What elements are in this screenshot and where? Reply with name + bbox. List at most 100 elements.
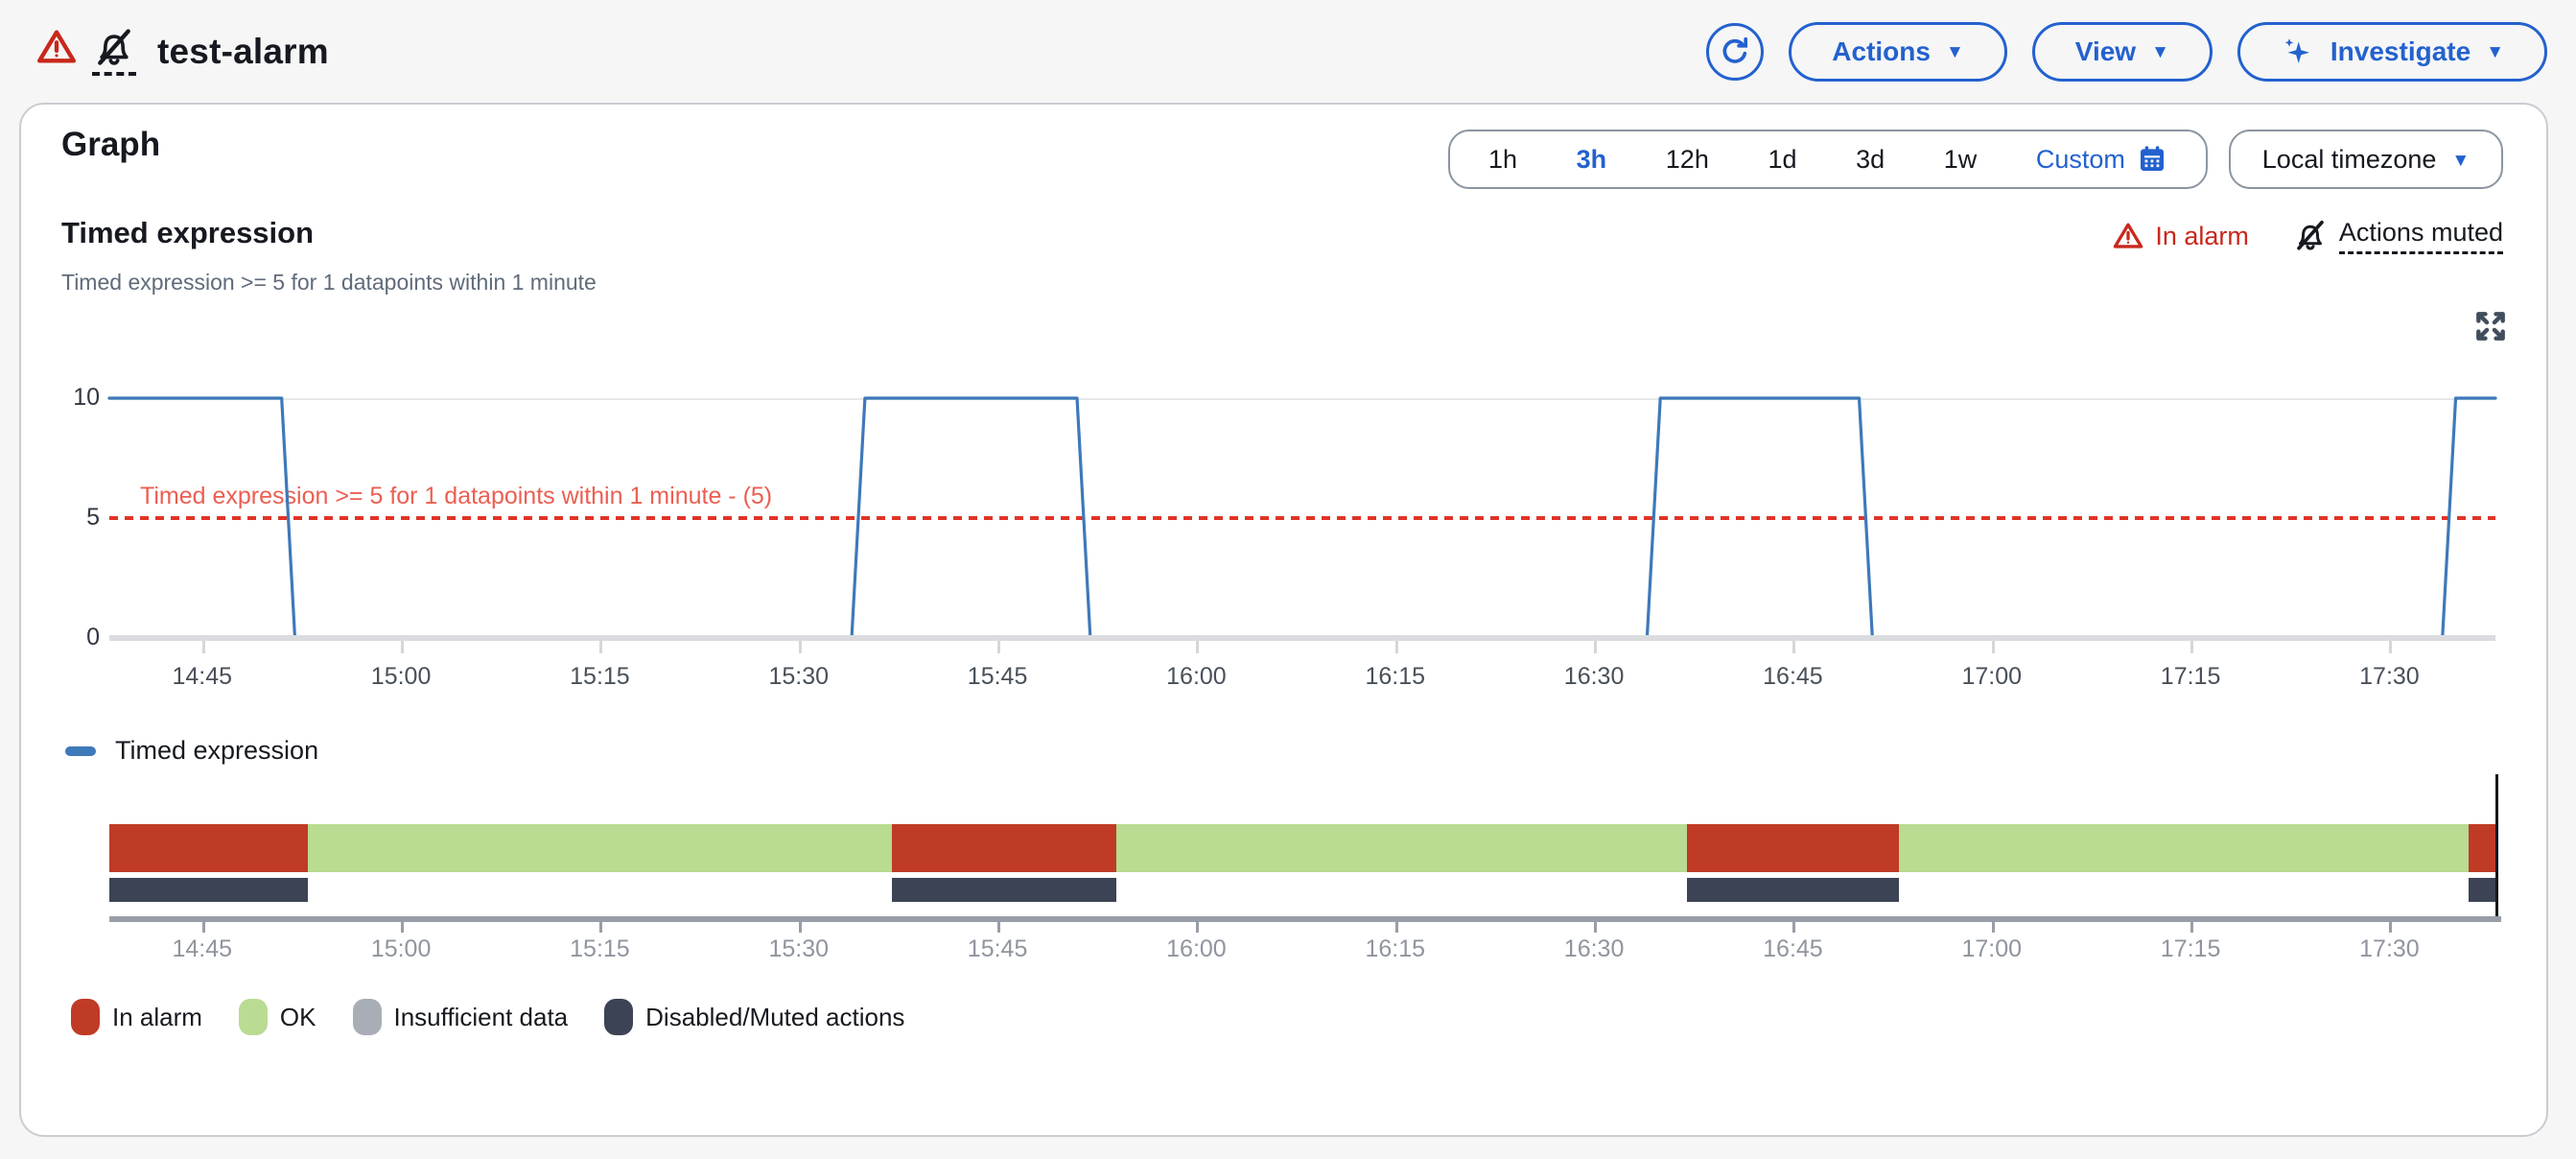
in-alarm-badge: In alarm: [2113, 221, 2249, 251]
strip-x-tick: [1792, 922, 1796, 933]
alarm-state-segment-ok[interactable]: [308, 824, 892, 872]
series-swatch: [65, 745, 96, 756]
time-range-12h[interactable]: 12h: [1665, 144, 1709, 174]
alarm-state-strip[interactable]: [109, 774, 2498, 920]
in-alarm-label: In alarm: [2155, 221, 2249, 250]
expand-button[interactable]: [2472, 308, 2509, 344]
alarm-title-icons: [36, 27, 136, 76]
view-button[interactable]: View ▼: [2031, 21, 2213, 82]
alarm-state-segment-in_alarm[interactable]: [2469, 824, 2495, 872]
actions-button-label: Actions: [1832, 35, 1931, 66]
metric-line: [109, 398, 2495, 638]
strip-x-ticks: [109, 922, 2495, 934]
x-tick: [401, 641, 405, 653]
strip-x-tick: [2190, 922, 2194, 933]
timezone-select[interactable]: Local timezone ▼: [2229, 130, 2503, 189]
x-tick: [1394, 641, 1398, 653]
alarm-state-segment-ok[interactable]: [1899, 824, 2470, 872]
strip-x-tick-label: 17:00: [1961, 935, 2023, 962]
state-legend-item-muted: Disabled/Muted actions: [604, 999, 904, 1035]
gridline-10: [109, 398, 2495, 400]
investigate-button-label: Investigate: [2330, 35, 2471, 66]
state-legend-item-insufficient: Insufficient data: [352, 999, 569, 1035]
metric-title: Timed expression: [61, 216, 315, 249]
x-tick: [997, 641, 1001, 653]
time-range-1d[interactable]: 1d: [1768, 144, 1797, 174]
view-button-label: View: [2074, 35, 2137, 66]
alarm-state-segment-in_alarm[interactable]: [891, 824, 1117, 872]
x-tick-label: 14:45: [172, 663, 233, 690]
time-range-1w[interactable]: 1w: [1943, 144, 1978, 174]
timezone-label: Local timezone: [2261, 144, 2437, 174]
header-actions: Actions ▼ View ▼ Investigate ▼: [1706, 21, 2547, 82]
x-tick: [1792, 641, 1796, 653]
x-tick-label: 17:00: [1961, 663, 2023, 690]
current-time-cursor: [2495, 774, 2498, 920]
strip-x-tick-label: 16:15: [1365, 935, 1426, 962]
muted-actions-bar: [891, 878, 1117, 902]
time-range-1h[interactable]: 1h: [1488, 144, 1518, 174]
series-legend-label: Timed expression: [115, 736, 319, 765]
strip-x-tick: [401, 922, 405, 933]
chevron-down-icon: ▼: [2151, 42, 2169, 62]
state-legend: In alarm OK Insufficient data Disabled/Mute…: [71, 999, 904, 1035]
x-tick: [2190, 641, 2194, 653]
strip-axis-line: [109, 916, 2501, 922]
alarm-state-segment-in_alarm[interactable]: [1686, 824, 1899, 872]
x-tick: [599, 641, 603, 653]
x-tick: [2389, 641, 2393, 653]
threshold-label: Timed expression >= 5 for 1 datapoints w…: [140, 483, 773, 509]
series-legend-item[interactable]: Timed expression: [65, 736, 318, 766]
muted-actions-bar: [2469, 878, 2495, 902]
threshold-line: [109, 516, 2495, 520]
sparkle-icon: [2281, 35, 2315, 69]
x-tick: [201, 641, 205, 653]
muted-actions-bars: [109, 878, 2495, 902]
strip-x-tick-label: 16:30: [1563, 935, 1625, 962]
x-tick: [1991, 641, 1995, 653]
strip-x-tick-label: 17:30: [2359, 935, 2420, 962]
state-legend-label: In alarm: [112, 1002, 202, 1031]
x-tick-label: 15:00: [370, 663, 432, 690]
strip-x-tick: [997, 922, 1001, 933]
time-range-3d[interactable]: 3d: [1856, 144, 1885, 174]
refresh-button[interactable]: [1706, 22, 1765, 81]
muted-actions-bar: [1686, 878, 1899, 902]
alarm-warning-icon: [2113, 221, 2143, 251]
x-labels: 14:45 15:00 15:15 15:30 15:45 16:00 16:15 16:30…: [109, 663, 2495, 692]
alarm-state-segment-ok[interactable]: [1116, 824, 1687, 872]
y-tick-label: 5: [86, 504, 100, 531]
chevron-down-icon: ▼: [1945, 42, 1964, 62]
y-tick-label: 0: [86, 624, 100, 650]
actions-muted-badge[interactable]: Actions muted: [2293, 218, 2503, 254]
strip-x-tick: [1594, 922, 1598, 933]
metric-chart[interactable]: Timed expression >= 5 for 1 datapoints w…: [109, 398, 2495, 638]
state-legend-label: Insufficient data: [393, 1002, 569, 1031]
strip-x-tick: [599, 922, 603, 933]
x-tick-label: 16:15: [1365, 663, 1426, 690]
time-range-3h[interactable]: 3h: [1576, 144, 1607, 174]
strip-x-tick: [1394, 922, 1398, 933]
x-tick-label: 16:00: [1166, 663, 1227, 690]
strip-x-tick-label: 16:45: [1763, 935, 1823, 962]
panel-title: Graph: [61, 126, 161, 163]
time-range-group: 1h 3h 12h 1d 3d 1w Custom: [1448, 130, 2208, 189]
state-legend-swatch: [238, 999, 268, 1035]
x-tick-label: 17:15: [2160, 663, 2221, 690]
state-legend-swatch: [604, 999, 634, 1035]
x-tick-label: 15:15: [570, 663, 630, 690]
investigate-button[interactable]: Investigate ▼: [2236, 21, 2547, 82]
muted-dashed-underline: [92, 72, 136, 76]
strip-x-tick: [1196, 922, 1200, 933]
actions-muted-icon: [92, 27, 136, 76]
strip-x-tick-label: 15:15: [570, 935, 630, 962]
actions-muted-icon: [2293, 219, 2328, 253]
x-tick-label: 15:45: [967, 663, 1028, 690]
strip-x-tick-label: 15:30: [768, 935, 830, 962]
x-axis-line: [109, 635, 2495, 641]
actions-button[interactable]: Actions ▼: [1789, 21, 2007, 82]
time-range-custom[interactable]: Custom: [2036, 144, 2167, 175]
alarm-state-segment-in_alarm[interactable]: [109, 824, 309, 872]
state-legend-label: Disabled/Muted actions: [645, 1002, 905, 1031]
x-tick-label: 16:30: [1563, 663, 1625, 690]
